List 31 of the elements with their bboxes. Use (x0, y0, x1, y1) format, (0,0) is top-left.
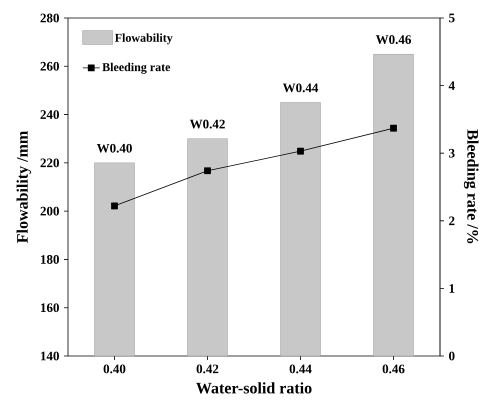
annotation: W0.42 (190, 120, 225, 129)
y-tick-label: 220 (40, 158, 59, 168)
y-tick-label: 280 (40, 14, 59, 22)
annotation: W0.44 (282, 83, 318, 92)
y2-tick-label: 2 (449, 216, 454, 226)
legend-label: Bleeding rate (102, 62, 170, 74)
y2-tick-label: 3 (449, 148, 455, 158)
y2-tick-label: 5 (449, 14, 455, 22)
y2-tick-label: 4 (448, 81, 455, 90)
x-tick-label: 0.46 (382, 364, 405, 374)
point (297, 148, 304, 155)
y-tick-label: 260 (40, 62, 59, 71)
point (204, 167, 211, 174)
x-tick-label: 0.40 (104, 364, 126, 374)
y-tick-label: 180 (41, 255, 59, 264)
y-tick-label: 240 (40, 110, 59, 119)
annotation: W0.46 (376, 35, 412, 44)
x-axis-title: Water-solid ratio (196, 382, 312, 394)
y2-axis-title: Bleeding rate /% (464, 129, 479, 244)
point (111, 202, 118, 210)
y-tick-label: 160 (41, 303, 59, 312)
y2-tick-label: 1 (450, 284, 454, 293)
y-tick-label: 140 (41, 352, 59, 360)
x-tick-label: 0.44 (290, 364, 312, 374)
y-tick-label: 200 (40, 206, 59, 216)
y-axis-title: Flowability /mm (16, 131, 32, 243)
x-tick-label: 0.42 (196, 364, 218, 374)
point (390, 124, 397, 132)
annotation: W0.40 (96, 144, 132, 153)
legend-label: Flowability (114, 33, 173, 44)
y2-tick-label: 0 (449, 352, 455, 360)
